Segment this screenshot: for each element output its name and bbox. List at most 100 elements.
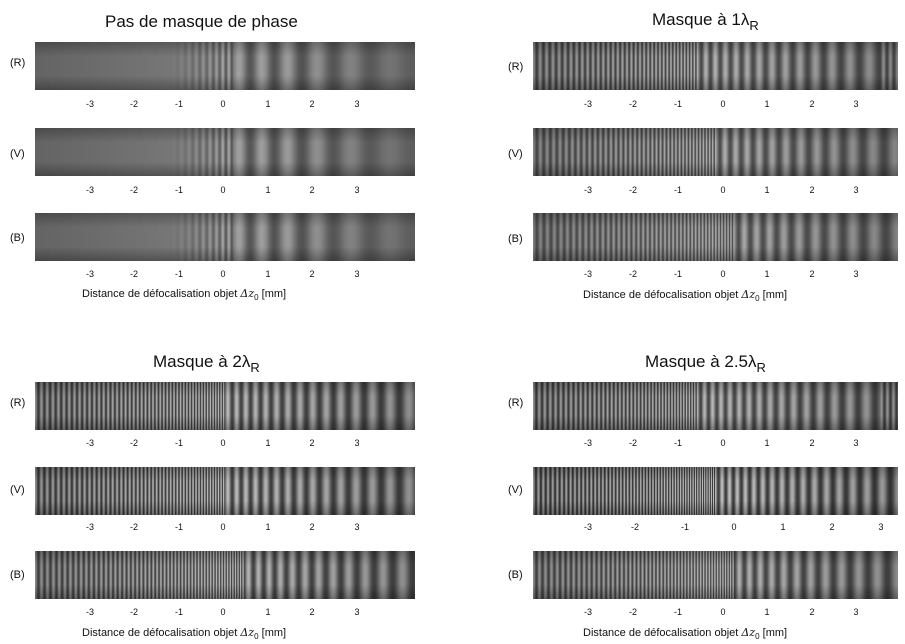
tick-label: 2 bbox=[309, 269, 315, 279]
tick-label: 1 bbox=[265, 99, 271, 109]
tick-label: 0 bbox=[220, 269, 226, 279]
tick-row: -3 -2 -1 0 1 2 3 bbox=[0, 607, 905, 619]
tick-label: 2 bbox=[309, 438, 315, 448]
tick-label: -1 bbox=[680, 522, 690, 532]
tick-label: 0 bbox=[720, 185, 726, 195]
fringe-vignette bbox=[533, 467, 898, 515]
tick-label: -3 bbox=[85, 438, 95, 448]
channel-label-b: (B) bbox=[10, 569, 25, 581]
channel-label-r: (R) bbox=[10, 397, 26, 409]
x-axis-label: Distance de défocalisation objet Δz0 [mm… bbox=[82, 626, 287, 642]
panel-title: Masque à 2.5λR bbox=[645, 352, 766, 375]
fringe-vignette bbox=[533, 382, 898, 430]
tick-label: -3 bbox=[85, 185, 95, 195]
tick-label: 3 bbox=[354, 607, 360, 617]
tick-label: 2 bbox=[809, 269, 815, 279]
tick-label: -1 bbox=[673, 185, 683, 195]
tick-label: -2 bbox=[628, 607, 638, 617]
tick-label: 1 bbox=[265, 522, 271, 532]
tick-row: -3 -2 -1 0 1 2 3 bbox=[0, 269, 905, 281]
tick-label: -2 bbox=[129, 438, 139, 448]
x-axis-label: Distance de défocalisation objet Δz0 [mm… bbox=[82, 287, 287, 303]
tick-label: 2 bbox=[809, 438, 815, 448]
tick-row: -3 -2 -1 0 1 2 3 bbox=[0, 438, 905, 450]
tick-label: 1 bbox=[764, 607, 770, 617]
tick-row: -3 -2 -1 0 1 2 3 bbox=[0, 99, 905, 111]
tick-label: 1 bbox=[265, 607, 271, 617]
tick-label: -1 bbox=[174, 269, 184, 279]
tick-label: -3 bbox=[583, 269, 593, 279]
tick-label: 3 bbox=[354, 522, 360, 532]
fringe-image bbox=[533, 382, 898, 430]
channel-label-v: (V) bbox=[10, 148, 25, 160]
tick-label: -1 bbox=[174, 522, 184, 532]
channel-label-b: (B) bbox=[508, 569, 523, 581]
tick-label: 0 bbox=[220, 99, 226, 109]
tick-row: -3 -2 -1 0 1 2 3 bbox=[0, 185, 905, 197]
tick-label: 1 bbox=[764, 99, 770, 109]
tick-label: 1 bbox=[764, 185, 770, 195]
tick-label: -2 bbox=[628, 269, 638, 279]
fringe-vignette bbox=[35, 213, 415, 261]
tick-label: 3 bbox=[354, 438, 360, 448]
fringe-vignette bbox=[35, 467, 415, 515]
tick-label: 2 bbox=[309, 522, 315, 532]
channel-label-r: (R) bbox=[10, 57, 26, 69]
tick-label: 1 bbox=[764, 438, 770, 448]
tick-label: -2 bbox=[129, 185, 139, 195]
fringe-image bbox=[35, 467, 415, 515]
fringe-image bbox=[35, 382, 415, 430]
channel-label-v: (V) bbox=[10, 484, 25, 496]
channel-label-v: (V) bbox=[508, 148, 523, 160]
tick-row: -3 -2 -1 0 1 2 3 bbox=[0, 185, 905, 197]
tick-label: -3 bbox=[583, 185, 593, 195]
tick-label: 2 bbox=[309, 607, 315, 617]
tick-label: 3 bbox=[853, 185, 859, 195]
fringe-image bbox=[35, 551, 415, 599]
tick-label: -1 bbox=[174, 607, 184, 617]
tick-row: -3 -2 -1 0 1 2 3 bbox=[0, 522, 905, 534]
tick-row: -3 -2 -1 0 1 2 3 bbox=[0, 438, 905, 450]
tick-label: 2 bbox=[809, 607, 815, 617]
tick-label: -2 bbox=[630, 522, 640, 532]
tick-label: 3 bbox=[853, 269, 859, 279]
tick-label: -3 bbox=[85, 607, 95, 617]
tick-label: -3 bbox=[583, 607, 593, 617]
tick-label: 0 bbox=[731, 522, 737, 532]
fringe-image bbox=[533, 128, 898, 176]
tick-label: -2 bbox=[129, 522, 139, 532]
channel-label-r: (R) bbox=[508, 397, 524, 409]
tick-label: 3 bbox=[853, 438, 859, 448]
fringe-vignette bbox=[35, 128, 415, 176]
tick-label: -2 bbox=[129, 269, 139, 279]
fringe-image bbox=[35, 213, 415, 261]
tick-label: -1 bbox=[174, 99, 184, 109]
fringe-vignette bbox=[533, 128, 898, 176]
tick-label: 3 bbox=[354, 99, 360, 109]
tick-label: 2 bbox=[809, 99, 815, 109]
tick-label: 1 bbox=[780, 522, 786, 532]
fringe-vignette bbox=[533, 42, 898, 90]
channel-label-r: (R) bbox=[508, 61, 524, 73]
tick-label: -2 bbox=[628, 99, 638, 109]
tick-row: -3 -2 -1 0 1 2 3 bbox=[0, 607, 905, 619]
panel-title: Masque à 2λR bbox=[153, 352, 260, 375]
tick-label: 2 bbox=[309, 99, 315, 109]
tick-label: -1 bbox=[673, 438, 683, 448]
tick-label: -3 bbox=[583, 522, 593, 532]
fringe-vignette bbox=[35, 382, 415, 430]
fringe-image bbox=[533, 551, 898, 599]
tick-label: 0 bbox=[220, 185, 226, 195]
tick-label: -3 bbox=[85, 269, 95, 279]
tick-label: 0 bbox=[220, 522, 226, 532]
channel-label-v: (V) bbox=[508, 484, 523, 496]
tick-label: 1 bbox=[265, 269, 271, 279]
tick-label: 0 bbox=[720, 607, 726, 617]
x-axis-label: Distance de défocalisation objet Δz0 [mm… bbox=[583, 626, 788, 642]
tick-label: 0 bbox=[720, 269, 726, 279]
tick-label: -3 bbox=[85, 522, 95, 532]
tick-label: 1 bbox=[764, 269, 770, 279]
channel-label-b: (B) bbox=[10, 232, 25, 244]
tick-label: -3 bbox=[583, 438, 593, 448]
tick-label: 2 bbox=[829, 522, 835, 532]
